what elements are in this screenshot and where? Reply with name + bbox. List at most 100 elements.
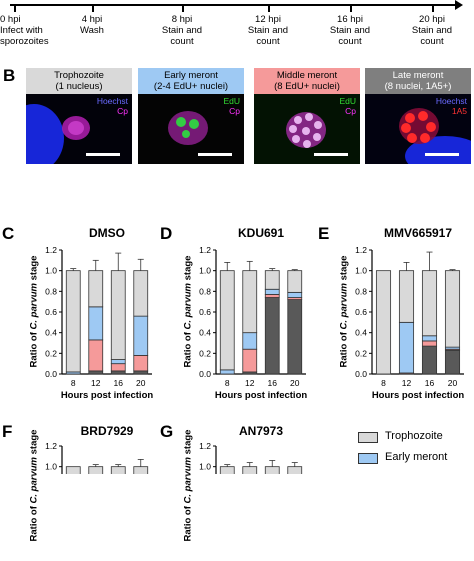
bar-segment-trophozoite bbox=[421, 270, 438, 337]
bar-segment-trophozoite bbox=[287, 466, 303, 474]
bar-segment-middle-meront bbox=[421, 340, 438, 347]
bar-segment-trophozoite bbox=[398, 270, 415, 323]
y-axis-label-suffix: stage bbox=[182, 255, 194, 283]
timeline-tick bbox=[14, 4, 16, 12]
y-tick-label: 1.0 bbox=[199, 462, 211, 472]
bar-segment-late-meront bbox=[133, 370, 149, 375]
y-axis-label: Ratio of C. parvum stage bbox=[339, 237, 350, 387]
micrograph-title-line: Trophozoite bbox=[54, 70, 104, 81]
timeline-time: 4 hpi bbox=[81, 14, 103, 25]
bar-segment-trophozoite bbox=[264, 466, 280, 474]
y-axis-label-prefix: Ratio of bbox=[182, 503, 194, 542]
micrograph-panel: Late meront (8 nuclei, 1A5+) Hoechst 1A5 bbox=[365, 68, 471, 164]
timeline-step: Infect with bbox=[0, 25, 43, 36]
micrograph-svg bbox=[254, 94, 360, 164]
bar-segment-middle-meront bbox=[264, 294, 280, 298]
bar-segment-trophozoite bbox=[110, 466, 126, 474]
y-tick-label: 1.0 bbox=[355, 266, 367, 276]
micrograph-panel: Trophozoite (1 nucleus) Hoechst Cp bbox=[26, 68, 132, 164]
y-tick-label: 0.0 bbox=[199, 369, 211, 379]
y-tick-label: 0.6 bbox=[199, 307, 211, 317]
micrograph-title-line: (8 nuclei, 1A5+) bbox=[384, 81, 452, 92]
legend-swatch-early-meront bbox=[358, 453, 378, 464]
timeline-label: 4 hpi Wash bbox=[52, 14, 132, 36]
micrograph-channel-label: 1A5 bbox=[451, 106, 467, 116]
x-tick-label: 16 bbox=[268, 378, 278, 388]
micrograph-channel-label: EdU bbox=[339, 96, 356, 106]
micrograph-image: Hoechst 1A5 bbox=[365, 94, 471, 164]
timeline-tick bbox=[182, 4, 184, 12]
timeline-label: 16 hpi Stain and count bbox=[310, 14, 390, 47]
x-tick-label: 16 bbox=[425, 378, 435, 388]
y-axis-label-species: C. parvum bbox=[338, 283, 350, 330]
micrograph-panel: Early meront (2-4 EdU+ nuclei) EdU Cp bbox=[138, 68, 244, 164]
bar-segment-trophozoite bbox=[287, 270, 303, 293]
scale-bar bbox=[86, 153, 120, 156]
x-tick-label: 12 bbox=[402, 378, 412, 388]
micrograph-channel-label: Cp bbox=[229, 106, 240, 116]
y-tick-label: 0.6 bbox=[355, 307, 367, 317]
chart-svg: 0.0 0.2 0.4 0.6 0.8 1.0 1.2 8 12 16 20 bbox=[45, 245, 152, 388]
x-axis-label: Hours post infection bbox=[214, 390, 308, 401]
bar-segment-early-meront bbox=[88, 306, 104, 341]
bar-segment-trophozoite bbox=[242, 270, 258, 334]
y-tick-label: 1.2 bbox=[355, 245, 367, 255]
y-tick-label: 0.4 bbox=[45, 328, 57, 338]
bar-segment-trophozoite bbox=[65, 466, 81, 474]
micrograph-title-line: (1 nucleus) bbox=[55, 81, 103, 92]
timeline-axis bbox=[10, 4, 460, 6]
micrograph-title-line: Middle meront bbox=[276, 70, 338, 81]
x-tick-label: 20 bbox=[136, 378, 146, 388]
bar-segment-trophozoite bbox=[88, 466, 104, 474]
y-tick-label: 0.2 bbox=[199, 348, 211, 358]
bar-segment-middle-meront bbox=[88, 339, 104, 372]
micrograph-title: Early meront (2-4 EdU+ nuclei) bbox=[138, 68, 244, 94]
x-axis-label: Hours post infection bbox=[371, 390, 465, 401]
scale-bar bbox=[425, 153, 459, 156]
bar-segment-trophozoite bbox=[375, 270, 392, 375]
micrograph-title: Trophozoite (1 nucleus) bbox=[26, 68, 132, 94]
legend-label: Trophozoite bbox=[385, 430, 443, 442]
y-tick-label: 1.2 bbox=[199, 441, 211, 451]
timeline-arrow-icon bbox=[455, 0, 463, 10]
y-axis-label-prefix: Ratio of bbox=[28, 503, 40, 542]
y-axis-label-suffix: stage bbox=[182, 429, 194, 457]
y-tick-label: 1.2 bbox=[45, 441, 57, 451]
chart-svg: 0.0 0.2 0.4 0.6 0.8 1.0 1.2 8 12 16 20 bbox=[199, 245, 306, 388]
timeline-time: 0 hpi bbox=[0, 14, 21, 25]
micrograph-title-line: Early meront bbox=[164, 70, 218, 81]
y-axis-label-prefix: Ratio of bbox=[28, 329, 40, 368]
y-tick-label: 1.2 bbox=[199, 245, 211, 255]
y-tick-label: 1.0 bbox=[45, 266, 57, 276]
micrograph-image: EdU Cp bbox=[138, 94, 244, 164]
timeline-step: Stain and bbox=[161, 25, 203, 36]
y-axis-label: Ratio of C. parvum stage bbox=[183, 411, 194, 561]
bar-segment-early-meront bbox=[133, 315, 149, 356]
timeline-step: Stain and bbox=[247, 25, 289, 36]
micrograph-svg bbox=[26, 94, 132, 164]
y-tick-label: 1.2 bbox=[45, 245, 57, 255]
bar-segment-trophozoite bbox=[133, 466, 149, 474]
legend-swatch-trophozoite bbox=[358, 432, 378, 443]
bar-segment-late-meront bbox=[287, 299, 303, 375]
timeline-tick bbox=[268, 4, 270, 12]
x-tick-label: 20 bbox=[290, 378, 300, 388]
micrograph-image: Hoechst Cp bbox=[26, 94, 132, 164]
x-tick-label: 8 bbox=[225, 378, 230, 388]
y-axis-label-species: C. parvum bbox=[28, 457, 40, 504]
bar-segment-middle-meront bbox=[242, 348, 258, 373]
bar-segment-late-meront bbox=[264, 297, 280, 375]
chart-title: DMSO bbox=[89, 226, 125, 240]
bar-segment-early-meront bbox=[242, 332, 258, 350]
x-tick-label: 12 bbox=[245, 378, 255, 388]
micrograph-channel-label: Cp bbox=[345, 106, 356, 116]
timeline-tick bbox=[432, 4, 434, 12]
y-axis-label-species: C. parvum bbox=[28, 283, 40, 330]
y-axis-label-suffix: stage bbox=[28, 255, 40, 283]
chart-title: MMV665917 bbox=[383, 226, 453, 240]
timeline-step: count bbox=[170, 36, 194, 47]
panel-letter: D bbox=[160, 224, 173, 243]
bar-segment-trophozoite bbox=[88, 270, 104, 308]
timeline-label: 12 hpi Stain and count bbox=[228, 14, 308, 47]
y-tick-label: 0.4 bbox=[199, 328, 211, 338]
